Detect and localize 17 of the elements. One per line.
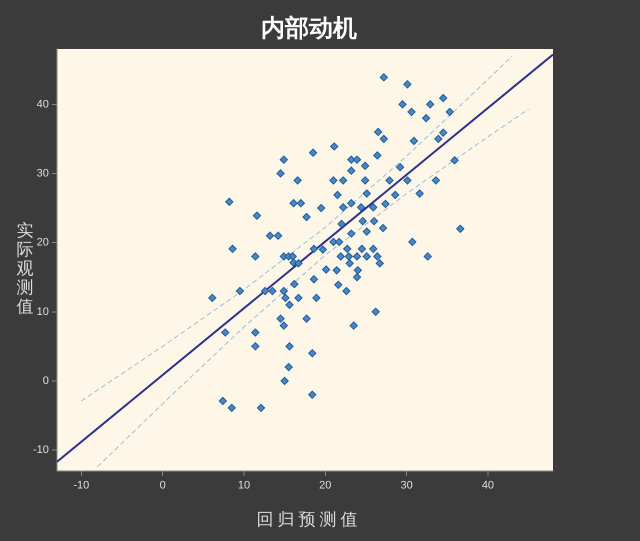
x-tick-label: 30 [400,479,413,492]
x-axis-title: 回归预测值 [256,509,362,531]
y-tick-label: 10 [36,306,49,318]
y-tick-label: 20 [36,236,49,249]
line-series [97,108,530,468]
x-tick-label: 20 [319,479,332,492]
y-tick-label: 0 [42,374,49,387]
chart-title: 内部动机 [260,13,358,44]
x-tick-label: -10 [73,479,90,492]
y-tick-label: 30 [36,167,49,180]
x-tick-label: 10 [238,479,250,492]
x-tick-label: 40 [482,479,494,492]
y-tick-label: 40 [36,98,49,110]
line-series [80,55,513,402]
x-tick-label: 0 [160,479,166,492]
y-tick-label: -10 [32,444,49,456]
y-axis-title: 实际观测值 [16,221,34,317]
